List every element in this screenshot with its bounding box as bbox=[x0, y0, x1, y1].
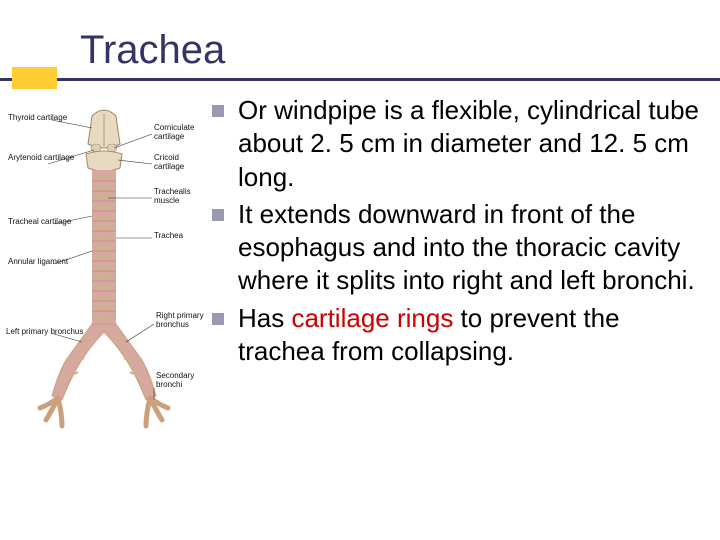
square-bullet-icon bbox=[212, 105, 224, 117]
bullet-item: Has cartilage rings to prevent the trach… bbox=[212, 302, 704, 369]
bullet-text: It extends downward in front of the esop… bbox=[238, 198, 704, 298]
label-corniculate: Corniculatecartilage bbox=[154, 123, 195, 141]
bullet-text: Or windpipe is a flexible, cylindrical t… bbox=[238, 94, 704, 194]
label-trachealis: Trachealismuscle bbox=[154, 187, 191, 205]
bullet-text: Has cartilage rings to prevent the trach… bbox=[238, 302, 704, 369]
label-trachea: Trachea bbox=[154, 231, 184, 240]
label-secondary: Secondarybronchi bbox=[156, 371, 194, 389]
square-bullet-icon bbox=[212, 313, 224, 325]
label-arytenoid: Arytenoid cartilage bbox=[8, 153, 75, 162]
slide-content: Thyroid cartilage Arytenoid cartilage Tr… bbox=[0, 92, 720, 532]
title-underline bbox=[0, 78, 720, 81]
label-cricoid: Cricoidcartilage bbox=[154, 153, 185, 171]
label-annular: Annular ligament bbox=[8, 257, 69, 266]
slide-title: Trachea bbox=[80, 28, 225, 73]
label-tracheal-cartilage: Tracheal cartilage bbox=[8, 217, 72, 226]
trachea-tube bbox=[92, 170, 116, 326]
label-thyroid: Thyroid cartilage bbox=[8, 113, 68, 122]
square-bullet-icon bbox=[212, 209, 224, 221]
label-left-bronchus: Left primary bronchus bbox=[6, 327, 83, 336]
accent-block bbox=[12, 67, 57, 89]
trachea-diagram: Thyroid cartilage Arytenoid cartilage Tr… bbox=[4, 98, 204, 458]
bullet-item: Or windpipe is a flexible, cylindrical t… bbox=[212, 94, 704, 194]
label-right-bronchus: Right primarybronchus bbox=[156, 311, 204, 329]
bullet-list: Or windpipe is a flexible, cylindrical t… bbox=[204, 92, 720, 532]
bullet-item: It extends downward in front of the esop… bbox=[212, 198, 704, 298]
